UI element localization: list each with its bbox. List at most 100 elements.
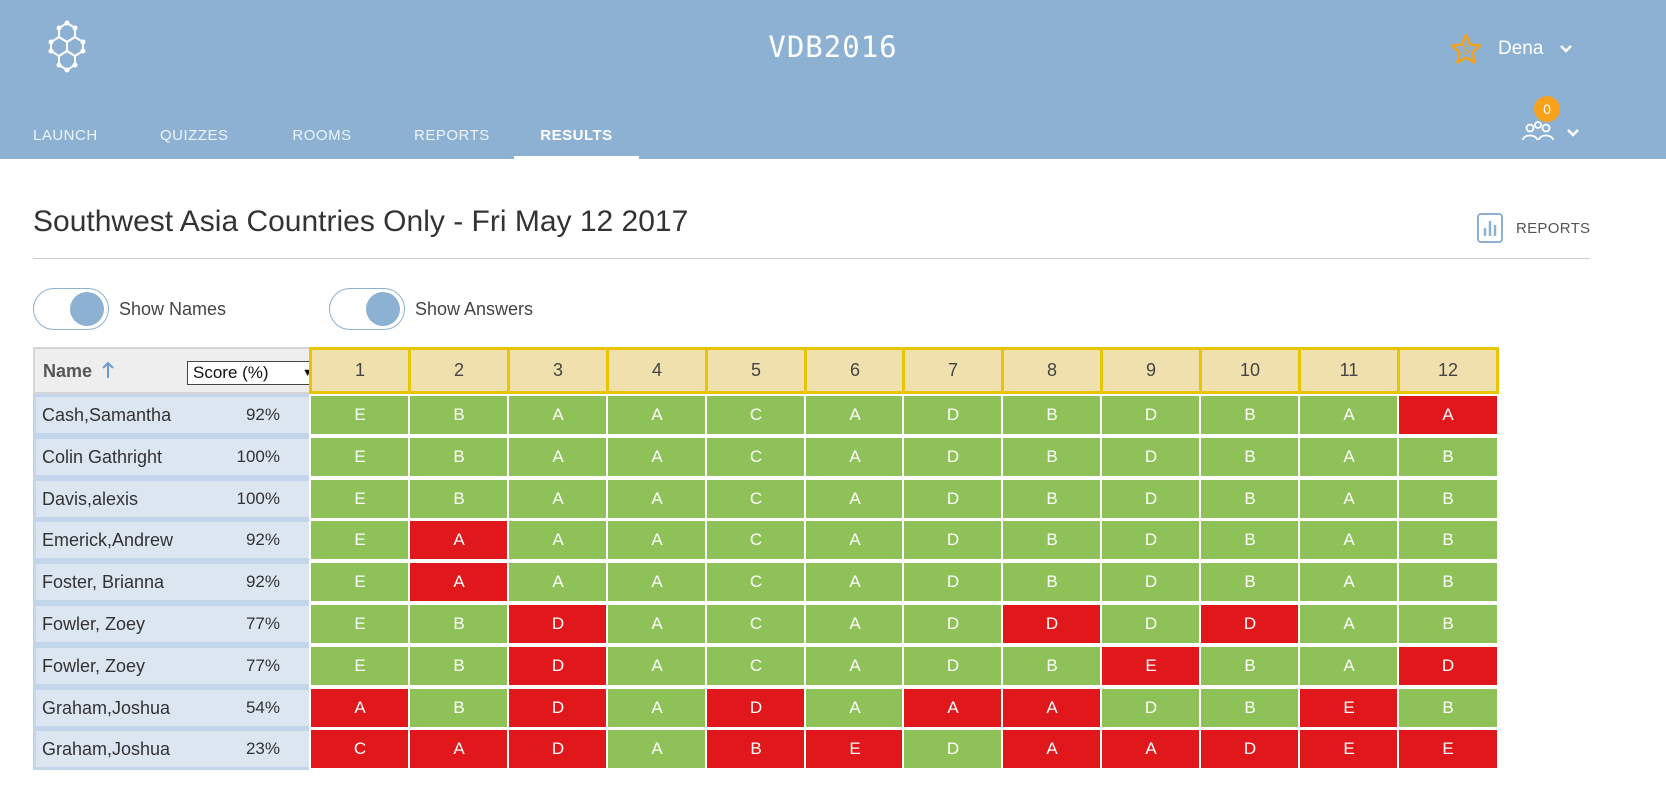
answer-cell-correct[interactable]: E — [309, 478, 411, 520]
answer-cell-incorrect[interactable]: A — [1001, 728, 1103, 770]
answer-cell-incorrect[interactable]: D — [507, 687, 609, 729]
answer-cell-incorrect[interactable]: E — [1298, 687, 1400, 729]
answer-cell-correct[interactable]: A — [507, 519, 609, 561]
answer-cell-correct[interactable]: E — [309, 603, 411, 645]
answer-cell-correct[interactable]: B — [1199, 519, 1301, 561]
answer-cell-correct[interactable]: E — [309, 519, 411, 561]
answer-cell-incorrect[interactable]: D — [507, 645, 609, 687]
answer-cell-correct[interactable]: A — [804, 478, 906, 520]
answer-cell-correct[interactable]: D — [1100, 561, 1202, 603]
answer-cell-incorrect[interactable]: C — [309, 728, 411, 770]
student-row[interactable]: Emerick,Andrew 92% — [33, 519, 323, 561]
student-row[interactable]: Davis,alexis 100% — [33, 478, 323, 520]
nav-launch[interactable]: LAUNCH — [33, 127, 98, 144]
question-header[interactable]: 8 — [1001, 347, 1103, 394]
answer-cell-correct[interactable]: D — [902, 436, 1004, 478]
answer-cell-incorrect[interactable]: E — [1298, 728, 1400, 770]
reports-button[interactable]: REPORTS — [1476, 212, 1590, 244]
answer-cell-correct[interactable]: B — [1001, 645, 1103, 687]
answer-cell-correct[interactable]: C — [705, 394, 807, 436]
answer-cell-correct[interactable]: B — [1199, 687, 1301, 729]
answer-cell-correct[interactable]: A — [507, 478, 609, 520]
answer-cell-incorrect[interactable]: A — [408, 519, 510, 561]
answer-cell-correct[interactable]: A — [1298, 436, 1400, 478]
answer-cell-correct[interactable]: A — [1298, 561, 1400, 603]
answer-cell-correct[interactable]: C — [705, 561, 807, 603]
answer-cell-correct[interactable]: A — [804, 687, 906, 729]
answer-cell-correct[interactable]: A — [507, 394, 609, 436]
answer-cell-correct[interactable]: E — [309, 561, 411, 603]
student-row[interactable]: Colin Gathright 100% — [33, 436, 323, 478]
answer-cell-incorrect[interactable]: D — [1199, 728, 1301, 770]
answer-cell-correct[interactable]: A — [804, 394, 906, 436]
student-row[interactable]: Graham,Joshua 54% — [33, 687, 323, 729]
answer-cell-incorrect[interactable]: E — [804, 728, 906, 770]
answer-cell-correct[interactable]: A — [1298, 645, 1400, 687]
answer-cell-correct[interactable]: B — [1199, 645, 1301, 687]
answer-cell-correct[interactable]: E — [309, 436, 411, 478]
answer-cell-correct[interactable]: D — [902, 603, 1004, 645]
answer-cell-incorrect[interactable]: A — [1397, 394, 1499, 436]
answer-cell-correct[interactable]: A — [1298, 394, 1400, 436]
answer-cell-correct[interactable]: D — [1100, 436, 1202, 478]
answer-cell-incorrect[interactable]: D — [1199, 603, 1301, 645]
answer-cell-incorrect[interactable]: D — [507, 728, 609, 770]
answer-cell-correct[interactable]: D — [902, 645, 1004, 687]
student-row[interactable]: Cash,Samantha 92% — [33, 394, 323, 436]
answer-cell-correct[interactable]: A — [1298, 519, 1400, 561]
student-row[interactable]: Graham,Joshua 23% — [33, 728, 323, 770]
answer-cell-correct[interactable]: A — [606, 728, 708, 770]
answer-cell-incorrect[interactable]: A — [408, 561, 510, 603]
question-header[interactable]: 9 — [1100, 347, 1202, 394]
question-header[interactable]: 7 — [902, 347, 1004, 394]
answer-cell-incorrect[interactable]: D — [1001, 603, 1103, 645]
answer-cell-correct[interactable]: D — [1100, 603, 1202, 645]
answer-cell-correct[interactable]: B — [1397, 519, 1499, 561]
answer-cell-correct[interactable]: D — [902, 478, 1004, 520]
answer-cell-correct[interactable]: A — [606, 603, 708, 645]
answer-cell-correct[interactable]: A — [606, 645, 708, 687]
answer-cell-correct[interactable]: A — [606, 561, 708, 603]
answer-cell-incorrect[interactable]: D — [507, 603, 609, 645]
answer-cell-correct[interactable]: C — [705, 603, 807, 645]
nav-quizzes[interactable]: QUIZZES — [160, 127, 229, 144]
answer-cell-correct[interactable]: B — [1199, 436, 1301, 478]
nav-results[interactable]: RESULTS — [514, 115, 639, 159]
answer-cell-correct[interactable]: B — [1397, 478, 1499, 520]
answer-cell-correct[interactable]: B — [408, 645, 510, 687]
answer-cell-correct[interactable]: B — [1001, 394, 1103, 436]
arrow-up-icon[interactable] — [101, 361, 115, 379]
question-header[interactable]: 12 — [1397, 347, 1499, 394]
answer-cell-correct[interactable]: B — [408, 687, 510, 729]
answer-cell-correct[interactable]: B — [1397, 603, 1499, 645]
answer-cell-correct[interactable]: B — [1199, 561, 1301, 603]
question-header[interactable]: 5 — [705, 347, 807, 394]
answer-cell-correct[interactable]: C — [705, 645, 807, 687]
answer-cell-correct[interactable]: C — [705, 436, 807, 478]
nav-reports[interactable]: REPORTS — [414, 127, 490, 144]
question-header[interactable]: 4 — [606, 347, 708, 394]
answer-cell-correct[interactable]: D — [1100, 687, 1202, 729]
student-row[interactable]: Fowler, Zoey 77% — [33, 603, 323, 645]
answer-cell-correct[interactable]: A — [804, 561, 906, 603]
answer-cell-correct[interactable]: A — [804, 645, 906, 687]
answer-cell-correct[interactable]: A — [606, 519, 708, 561]
answer-cell-correct[interactable]: A — [606, 436, 708, 478]
rooms-menu[interactable]: 0 — [1520, 96, 1600, 146]
answer-cell-correct[interactable]: B — [1397, 561, 1499, 603]
show-answers-toggle[interactable]: Show Answers — [329, 288, 533, 330]
answer-cell-correct[interactable]: D — [902, 519, 1004, 561]
question-header[interactable]: 6 — [804, 347, 906, 394]
answer-cell-correct[interactable]: A — [507, 436, 609, 478]
answer-cell-incorrect[interactable]: A — [1001, 687, 1103, 729]
answer-cell-correct[interactable]: B — [1001, 436, 1103, 478]
score-select[interactable]: Score (%) ▼ — [187, 361, 319, 385]
answer-cell-correct[interactable]: E — [309, 394, 411, 436]
answer-cell-incorrect[interactable]: E — [1397, 728, 1499, 770]
answer-cell-correct[interactable]: A — [606, 478, 708, 520]
answer-cell-correct[interactable]: B — [1001, 478, 1103, 520]
answer-cell-correct[interactable]: B — [1001, 561, 1103, 603]
answer-cell-correct[interactable]: D — [902, 561, 1004, 603]
name-column-header[interactable]: Name Score (%) ▼ — [33, 347, 323, 394]
answer-cell-correct[interactable]: B — [408, 394, 510, 436]
